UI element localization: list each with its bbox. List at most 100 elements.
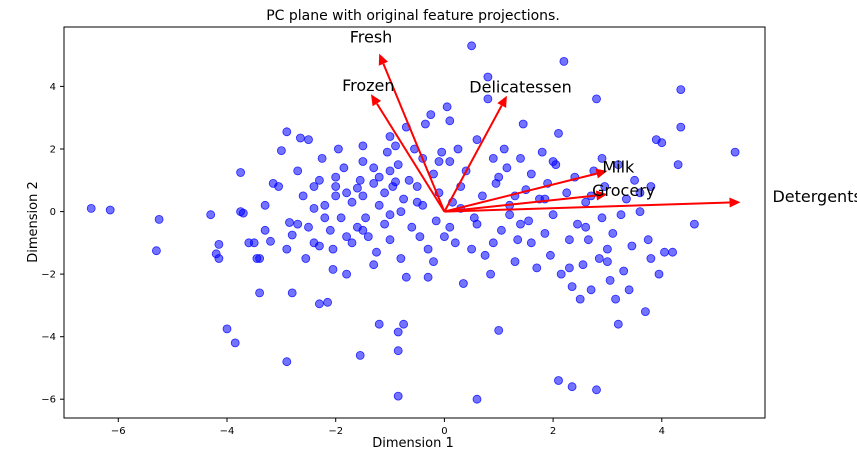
data-point [320,213,330,223]
data-point [336,213,346,223]
data-point [331,182,341,191]
data-point [249,238,259,248]
data-point [358,141,368,151]
data-point [567,282,577,292]
data-point [342,232,352,242]
data-point [282,357,292,367]
arrow-head-detergents-paper [729,197,741,208]
data-point [554,128,563,138]
data-point [668,247,677,257]
data-point [407,222,417,232]
data-point [505,210,515,220]
data-point [391,177,400,187]
data-point [396,207,406,217]
data-point [445,116,455,126]
data-point [211,249,221,259]
data-point [676,122,686,132]
data-point [363,232,373,242]
data-point [458,279,468,288]
data-point [238,208,248,218]
data-point [673,160,683,170]
data-point [480,250,490,260]
data-point [412,197,422,207]
arrow-shaft-milk [444,172,597,213]
data-point [355,350,365,360]
data-point [412,182,422,191]
feature-label-frozen: Frozen [342,76,394,95]
data-point [467,41,477,51]
plot-area [63,26,766,419]
data-point [586,285,596,295]
data-point [282,127,292,137]
data-point [382,147,392,157]
data-point [333,144,343,154]
data-point [445,222,455,232]
feature-label-grocery: Grocery [592,181,655,200]
data-point [524,216,533,226]
data-point [573,219,582,229]
data-point [546,250,555,260]
data-point [236,168,246,177]
data-point [445,157,455,166]
data-point [423,272,433,282]
data-point [304,135,313,145]
data-point [385,210,395,220]
data-point [380,188,390,198]
y-tick-label: 2 [50,145,56,156]
data-point [597,213,607,223]
data-point [260,225,270,235]
arrow-head-fresh [378,53,388,66]
y-tick-label: −2 [41,270,56,281]
feature-label-delicatessen: Delicatessen [469,78,571,97]
data-point [423,244,433,254]
data-point [467,244,477,254]
data-point [605,275,615,285]
data-point [439,232,449,242]
y-axis-ticks: −6 −4 −2 0 2 4 [41,82,64,406]
x-tick-label: 4 [659,426,665,437]
data-point [730,147,740,157]
data-point [260,200,270,210]
data-point [323,297,333,307]
data-point [393,391,403,401]
data-point [592,94,601,104]
y-axis-label: Dimension 2 [26,181,41,263]
data-point [230,338,240,348]
data-point [437,147,447,157]
data-point [603,257,612,267]
data-point [314,175,324,185]
x-tick-label: 0 [441,426,447,437]
data-point [374,200,384,210]
arrow-shaft-fresh [382,63,446,212]
data-point [559,57,569,66]
data-point [488,153,498,163]
data-point [554,376,563,385]
data-point [565,263,574,273]
data-point [293,219,303,229]
data-point [415,232,425,242]
scatter-points [86,41,740,404]
data-point [690,219,699,229]
data-point [301,254,311,263]
data-point [603,244,612,254]
data-point [401,272,411,282]
data-point [86,203,96,213]
data-point [369,260,379,270]
data-point [372,247,381,257]
data-point [369,178,379,188]
data-point [352,183,362,193]
data-point [369,163,379,173]
arrow-head-frozen [371,94,382,107]
data-point [347,238,357,248]
data-point [488,238,498,248]
data-point [486,269,496,279]
data-point [266,236,275,246]
data-point [676,85,686,94]
data-point [298,191,308,201]
data-point [287,230,297,240]
data-point [361,213,371,223]
data-point [385,235,395,245]
data-point [453,144,463,154]
data-point [404,175,414,185]
